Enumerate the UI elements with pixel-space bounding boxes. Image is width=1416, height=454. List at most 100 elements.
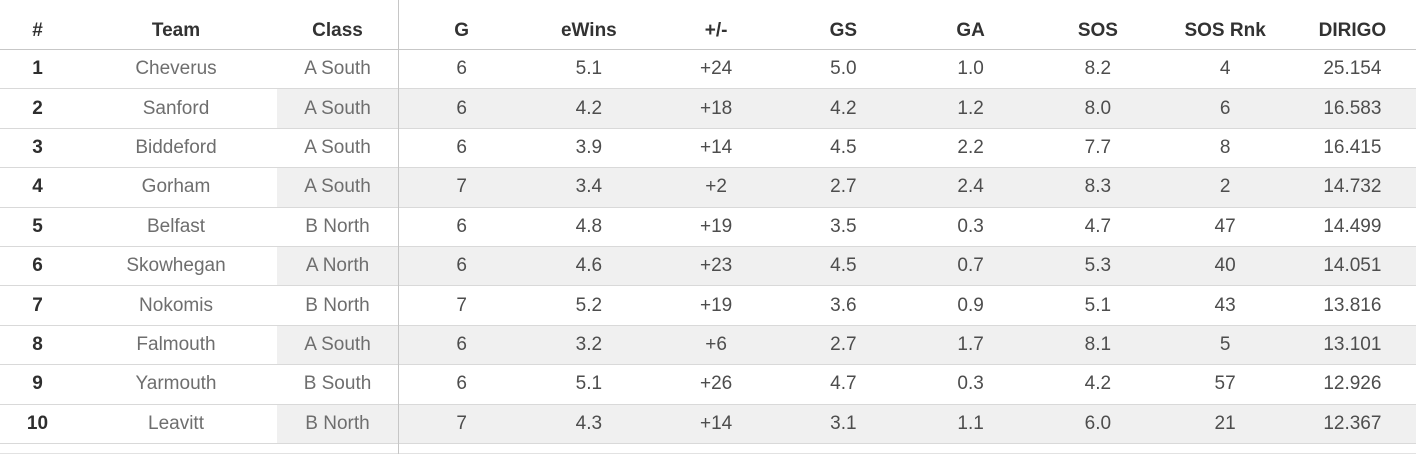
cell-ewins[interactable]: 4.3 [525, 404, 653, 443]
cell-ewins[interactable]: 3.2 [525, 325, 653, 365]
cell-g[interactable]: 6 [398, 246, 526, 286]
cell-rank[interactable]: 2 [32, 97, 43, 119]
cell-sos[interactable]: 8.2 [1084, 58, 1112, 80]
cell-plus_minus[interactable]: +19 [700, 215, 733, 237]
cell-sos[interactable]: 7.7 [1084, 136, 1112, 158]
cell-plus_minus[interactable]: +14 [652, 404, 780, 443]
cell-plus_minus[interactable]: +14 [700, 136, 733, 158]
cell-sos_rnk[interactable]: 4 [1219, 58, 1231, 80]
cell-rank[interactable]: 5 [32, 215, 43, 237]
cell-plus_minus[interactable]: +18 [652, 89, 780, 128]
cell-sos_rnk[interactable]: 57 [1214, 373, 1236, 395]
cell-sos_rnk[interactable]: 6 [1161, 89, 1289, 128]
cell-g[interactable]: 7 [398, 404, 526, 443]
cell-klass[interactable]: A South [304, 58, 371, 80]
cell-gs[interactable]: 4.7 [830, 373, 857, 395]
cell-klass[interactable]: A South [277, 89, 398, 128]
cell-sos_rnk[interactable]: 47 [1214, 215, 1236, 237]
cell-ga[interactable]: 1.0 [957, 58, 984, 80]
cell-rank[interactable]: 4 [32, 176, 43, 198]
cell-ga[interactable]: 1.7 [907, 325, 1035, 365]
cell-sos_rnk[interactable]: 2 [1161, 168, 1289, 207]
header-cell-plus_minus[interactable]: +/- [704, 20, 728, 41]
cell-ga[interactable]: 2.2 [957, 136, 984, 158]
cell-dirigo[interactable]: 13.101 [1288, 325, 1416, 365]
cell-gs[interactable]: 4.5 [830, 136, 857, 158]
cell-g[interactable]: 6 [456, 136, 467, 158]
cell-gs[interactable]: 4.2 [779, 89, 907, 128]
cell-team[interactable]: Skowhegan [126, 255, 226, 277]
header-cell-dirigo[interactable]: DIRIGO [1318, 20, 1387, 41]
cell-sos[interactable]: 8.0 [1034, 89, 1162, 128]
cell-ewins[interactable]: 4.8 [575, 215, 603, 237]
cell-dirigo[interactable]: 12.367 [1288, 404, 1416, 443]
cell-sos[interactable]: 5.1 [1084, 294, 1112, 316]
cell-klass[interactable]: A South [304, 136, 371, 158]
cell-gs[interactable]: 4.5 [779, 246, 907, 286]
header-cell-g[interactable]: G [454, 20, 470, 41]
cell-sos[interactable]: 5.3 [1034, 246, 1162, 286]
cell-team[interactable]: Nokomis [139, 294, 213, 316]
cell-gs[interactable]: 3.6 [830, 294, 857, 316]
cell-g[interactable]: 6 [456, 373, 467, 395]
cell-team[interactable]: Sanford [142, 97, 210, 119]
cell-dirigo[interactable]: 12.926 [1323, 373, 1382, 395]
cell-g[interactable]: 7 [456, 294, 467, 316]
cell-rank[interactable]: 8 [32, 333, 43, 355]
cell-plus_minus[interactable]: +26 [700, 373, 733, 395]
cell-team[interactable]: Yarmouth [135, 373, 217, 395]
cell-ga[interactable]: 1.2 [907, 89, 1035, 128]
cell-gs[interactable]: 3.1 [779, 404, 907, 443]
header-cell-ewins[interactable]: eWins [560, 20, 617, 41]
cell-klass[interactable]: A South [277, 168, 398, 207]
cell-klass[interactable]: B North [305, 215, 370, 237]
cell-ga[interactable]: 0.3 [957, 373, 984, 395]
cell-klass[interactable]: A South [277, 325, 398, 365]
cell-g[interactable]: 6 [456, 215, 467, 237]
cell-sos[interactable]: 4.7 [1084, 215, 1112, 237]
cell-dirigo[interactable]: 16.415 [1323, 136, 1382, 158]
header-cell-team[interactable]: Team [151, 20, 201, 41]
cell-dirigo[interactable]: 16.583 [1288, 89, 1416, 128]
cell-team[interactable]: Belfast [146, 215, 206, 237]
cell-ga[interactable]: 0.3 [957, 215, 984, 237]
cell-ewins[interactable]: 3.4 [525, 168, 653, 207]
header-cell-klass[interactable]: Class [312, 20, 363, 41]
cell-team[interactable]: Biddeford [135, 136, 217, 158]
cell-rank[interactable]: 7 [32, 294, 43, 316]
cell-klass[interactable]: B North [277, 404, 398, 443]
cell-ewins[interactable]: 5.1 [575, 58, 603, 80]
cell-rank[interactable]: 3 [32, 136, 43, 158]
cell-ewins[interactable]: 3.9 [575, 136, 603, 158]
cell-team[interactable]: Gorham [141, 176, 211, 198]
cell-sos[interactable]: 6.0 [1034, 404, 1162, 443]
cell-plus_minus[interactable]: +24 [700, 58, 733, 80]
cell-ewins[interactable]: 5.1 [575, 373, 603, 395]
cell-ewins[interactable]: 4.6 [525, 246, 653, 286]
cell-dirigo[interactable]: 14.499 [1323, 215, 1382, 237]
cell-dirigo[interactable]: 13.816 [1323, 294, 1382, 316]
cell-g[interactable]: 6 [456, 58, 467, 80]
cell-sos_rnk[interactable]: 43 [1214, 294, 1236, 316]
cell-rank[interactable]: 6 [32, 255, 43, 277]
cell-team[interactable]: Cheverus [135, 58, 217, 80]
cell-sos[interactable]: 4.2 [1084, 373, 1112, 395]
cell-sos[interactable]: 8.1 [1034, 325, 1162, 365]
cell-g[interactable]: 6 [398, 325, 526, 365]
cell-klass[interactable]: A North [277, 246, 398, 286]
cell-gs[interactable]: 5.0 [830, 58, 857, 80]
cell-plus_minus[interactable]: +6 [652, 325, 780, 365]
cell-rank[interactable]: 10 [26, 412, 49, 434]
cell-dirigo[interactable]: 25.154 [1323, 58, 1382, 80]
header-cell-rank[interactable]: # [32, 20, 43, 41]
cell-plus_minus[interactable]: +2 [652, 168, 780, 207]
header-cell-ga[interactable]: GA [956, 20, 985, 41]
cell-sos_rnk[interactable]: 5 [1161, 325, 1289, 365]
cell-g[interactable]: 7 [398, 168, 526, 207]
cell-ga[interactable]: 0.7 [907, 246, 1035, 286]
cell-klass[interactable]: B North [305, 294, 370, 316]
cell-ewins[interactable]: 5.2 [575, 294, 603, 316]
cell-plus_minus[interactable]: +19 [700, 294, 733, 316]
cell-gs[interactable]: 3.5 [830, 215, 857, 237]
cell-dirigo[interactable]: 14.051 [1288, 246, 1416, 286]
